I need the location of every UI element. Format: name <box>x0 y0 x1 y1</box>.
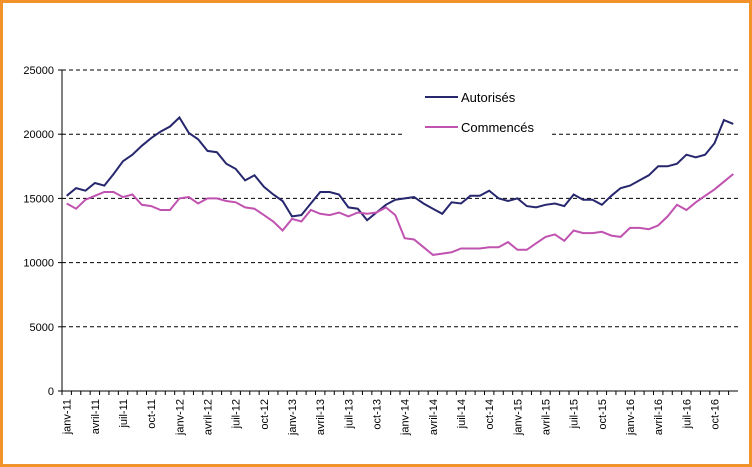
x-tick-label: oct-15 <box>597 399 609 430</box>
legend-label: Commencés <box>461 120 534 135</box>
x-tick-label: janv-11 <box>62 399 74 435</box>
x-tick-label: juil-14 <box>456 399 468 429</box>
data-line <box>66 173 734 256</box>
legend-label: Autorisés <box>461 90 516 105</box>
x-tick-label: oct-12 <box>259 399 271 430</box>
y-tick-label: 15000 <box>23 193 54 205</box>
x-tick-label: juil-11 <box>118 399 130 429</box>
y-tick-label: 20000 <box>23 129 54 141</box>
x-tick-label: janv-16 <box>625 399 637 436</box>
x-tick-label: avril-11 <box>90 399 102 434</box>
x-tick-label: janv-15 <box>512 399 524 436</box>
y-tick-label: 25000 <box>23 65 54 77</box>
x-tick-label: oct-16 <box>710 399 722 430</box>
x-tick-label: juil-13 <box>343 399 355 429</box>
legend-box <box>402 80 552 142</box>
y-tick-label: 0 <box>48 386 54 398</box>
x-tick-label: janv-13 <box>287 399 299 436</box>
x-tick-label: juil-12 <box>231 399 243 429</box>
y-tick-label: 10000 <box>23 258 54 270</box>
x-tick-label: juil-15 <box>569 399 581 429</box>
x-tick-label: avril-13 <box>315 399 327 435</box>
x-tick-label: avril-12 <box>203 399 215 435</box>
x-tick-label: avril-15 <box>541 399 553 435</box>
x-tick-label: oct-13 <box>372 399 384 430</box>
x-tick-label: janv-14 <box>400 399 412 436</box>
data-line <box>66 115 734 222</box>
x-tick-label: oct-14 <box>484 399 496 430</box>
x-tick-label: avril-16 <box>653 399 665 435</box>
x-tick-label: avril-14 <box>428 399 440 435</box>
y-tick-label: 5000 <box>30 322 54 334</box>
x-tick-label: juil-16 <box>681 399 693 429</box>
x-tick-label: oct-11 <box>146 399 158 429</box>
x-tick-label: janv-12 <box>174 399 186 436</box>
